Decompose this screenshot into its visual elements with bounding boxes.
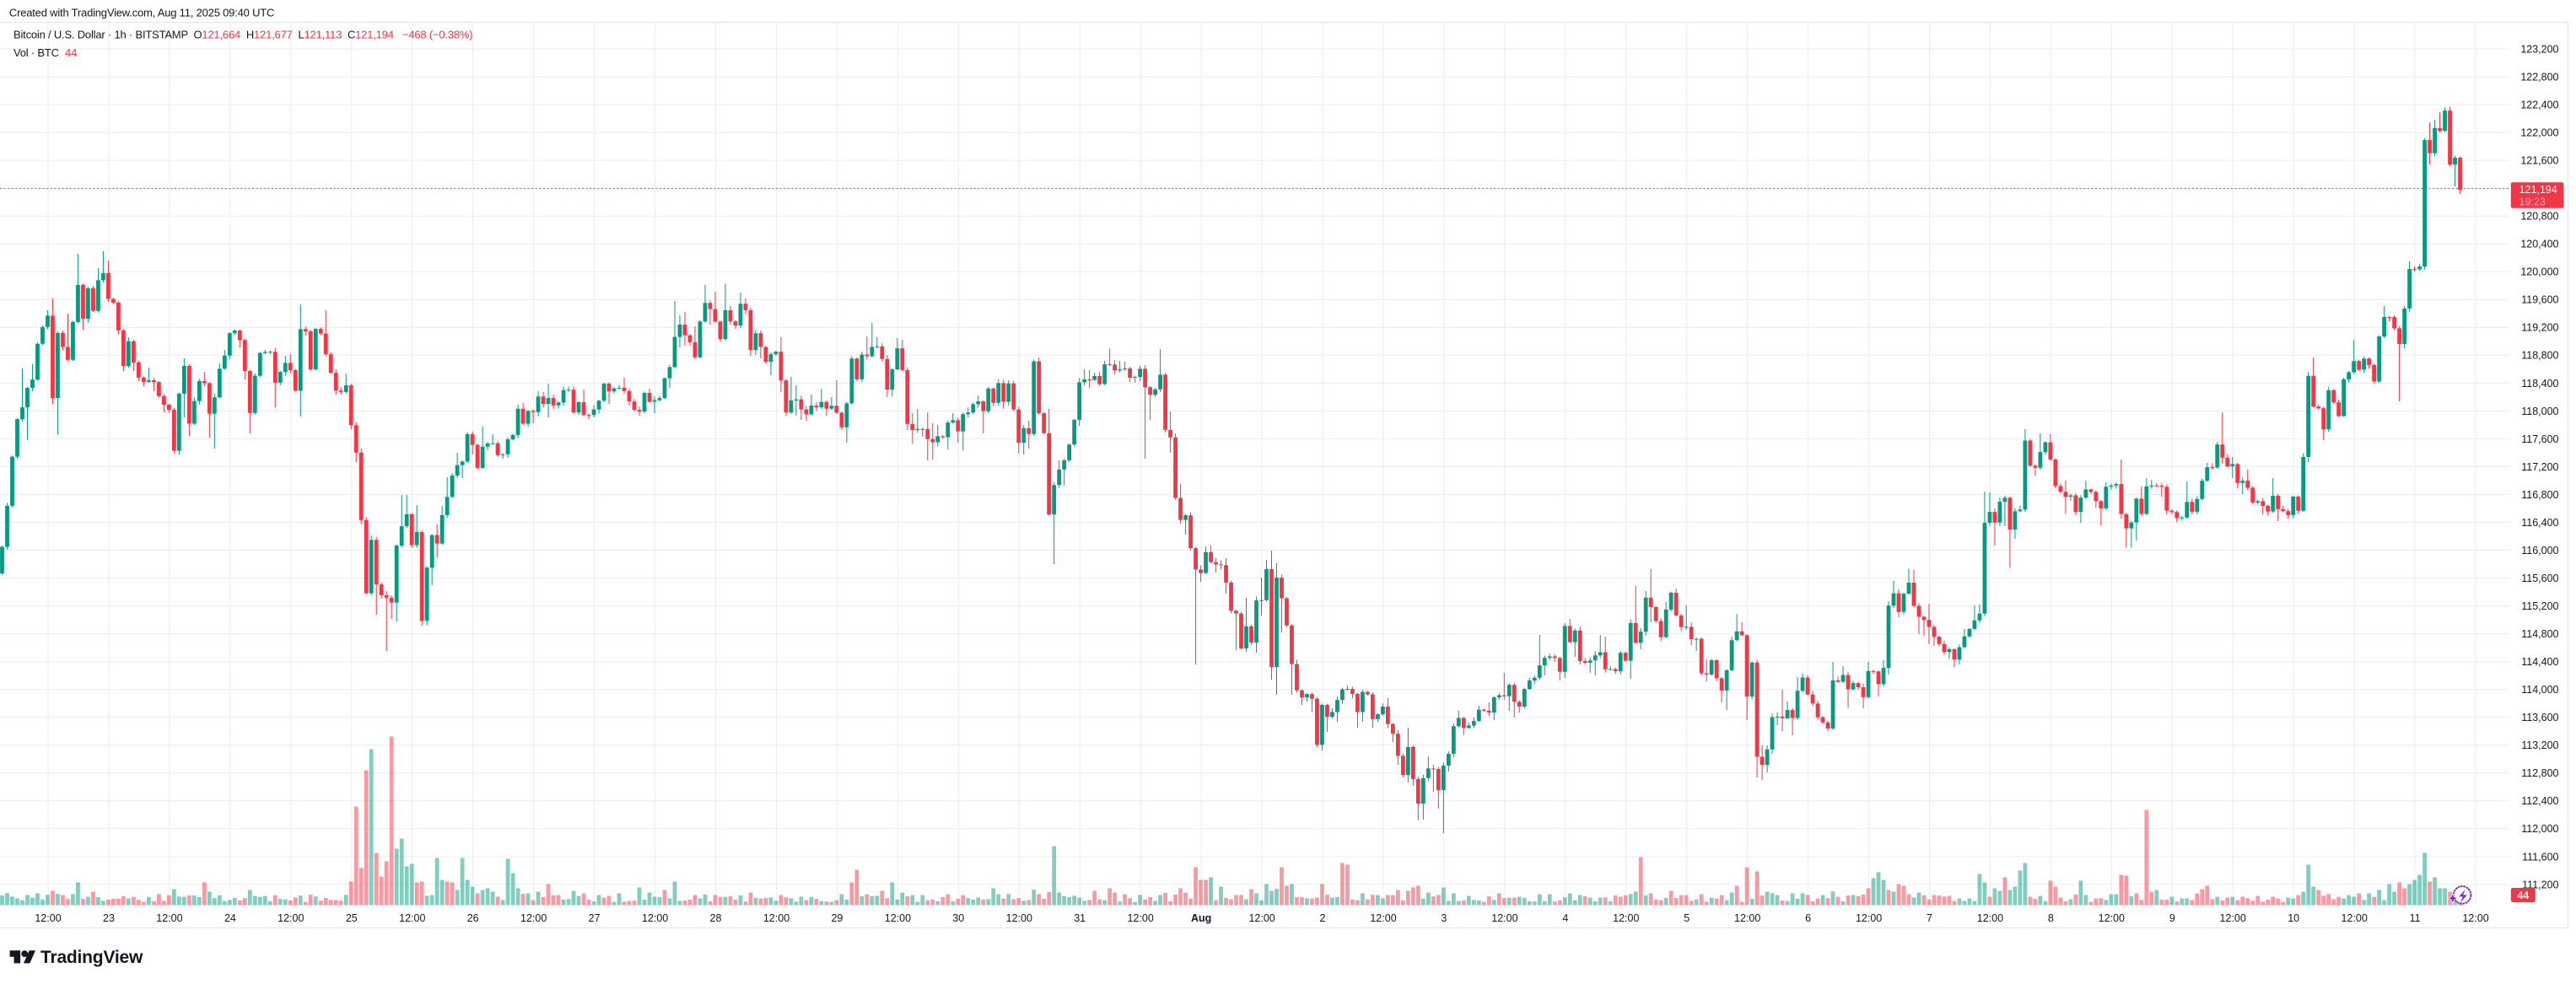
svg-text:115,200: 115,200 <box>2521 600 2558 612</box>
svg-text:3: 3 <box>1441 912 1447 924</box>
svg-text:2: 2 <box>1320 912 1326 924</box>
svg-text:12:00: 12:00 <box>2342 912 2368 924</box>
svg-text:122,400: 122,400 <box>2520 99 2558 111</box>
svg-text:12:00: 12:00 <box>885 912 911 924</box>
svg-text:12:00: 12:00 <box>156 912 182 924</box>
svg-text:Bitcoin / U.S. Dollar · 1h · B: Bitcoin / U.S. Dollar · 1h · BITSTAMP O1… <box>13 28 472 40</box>
svg-text:TradingView: TradingView <box>40 948 143 967</box>
svg-text:122,000: 122,000 <box>2520 127 2558 139</box>
svg-text:116,000: 116,000 <box>2521 545 2558 557</box>
svg-text:111,200: 111,200 <box>2522 879 2558 890</box>
svg-text:113,600: 113,600 <box>2521 712 2558 723</box>
svg-text:112,400: 112,400 <box>2521 795 2558 807</box>
svg-text:10: 10 <box>2288 912 2299 924</box>
svg-text:4: 4 <box>1562 912 1568 924</box>
svg-text:120,800: 120,800 <box>2520 211 2558 223</box>
svg-text:12:00: 12:00 <box>2462 912 2488 924</box>
svg-text:7: 7 <box>1927 912 1932 924</box>
svg-text:Created with TradingView.com,: Created with TradingView.com, Aug 11, 20… <box>9 7 274 19</box>
svg-text:12:00: 12:00 <box>2099 912 2125 924</box>
svg-text:12:00: 12:00 <box>1734 912 1760 924</box>
svg-text:112,800: 112,800 <box>2521 767 2558 779</box>
svg-text:12:00: 12:00 <box>642 912 668 924</box>
svg-text:19:23: 19:23 <box>2519 196 2546 208</box>
svg-text:118,800: 118,800 <box>2521 350 2558 362</box>
svg-text:121,600: 121,600 <box>2520 155 2558 167</box>
svg-text:44: 44 <box>2517 890 2529 901</box>
svg-text:26: 26 <box>467 912 479 924</box>
svg-text:116,400: 116,400 <box>2521 517 2558 529</box>
svg-text:Vol · BTC: Vol · BTC <box>13 46 59 59</box>
svg-text:12:00: 12:00 <box>1248 912 1275 924</box>
svg-text:12:00: 12:00 <box>763 912 790 924</box>
svg-text:122,800: 122,800 <box>2520 71 2558 83</box>
svg-text:116,800: 116,800 <box>2521 489 2558 501</box>
svg-text:121,194: 121,194 <box>2519 184 2557 196</box>
svg-text:119,600: 119,600 <box>2521 294 2558 306</box>
svg-text:27: 27 <box>589 912 601 924</box>
svg-text:30: 30 <box>952 912 964 924</box>
svg-text:12:00: 12:00 <box>2220 912 2246 924</box>
svg-text:117,200: 117,200 <box>2521 461 2558 473</box>
svg-text:112,000: 112,000 <box>2521 823 2558 835</box>
svg-text:118,400: 118,400 <box>2521 378 2558 390</box>
svg-text:114,800: 114,800 <box>2521 628 2558 640</box>
svg-text:117,600: 117,600 <box>2521 433 2558 445</box>
svg-text:120,400: 120,400 <box>2520 239 2558 250</box>
svg-text:12:00: 12:00 <box>1006 912 1032 924</box>
svg-text:119,200: 119,200 <box>2521 322 2558 334</box>
svg-text:12:00: 12:00 <box>35 912 61 924</box>
svg-text:5: 5 <box>1684 912 1689 924</box>
svg-text:11: 11 <box>2410 912 2421 924</box>
svg-text:111,600: 111,600 <box>2522 851 2558 863</box>
svg-text:31: 31 <box>1074 912 1086 924</box>
svg-text:29: 29 <box>831 912 843 924</box>
svg-text:118,000: 118,000 <box>2521 406 2558 417</box>
svg-text:12:00: 12:00 <box>1370 912 1396 924</box>
svg-text:113,200: 113,200 <box>2521 739 2558 751</box>
svg-text:9: 9 <box>2169 912 2175 924</box>
svg-text:12:00: 12:00 <box>1613 912 1639 924</box>
svg-text:12:00: 12:00 <box>399 912 425 924</box>
svg-text:12:00: 12:00 <box>278 912 304 924</box>
svg-text:24: 24 <box>224 912 236 924</box>
svg-text:114,400: 114,400 <box>2521 656 2558 668</box>
svg-text:12:00: 12:00 <box>1128 912 1154 924</box>
svg-text:28: 28 <box>710 912 722 924</box>
svg-text:12:00: 12:00 <box>1856 912 1882 924</box>
svg-text:12:00: 12:00 <box>1491 912 1517 924</box>
svg-text:12:00: 12:00 <box>520 912 547 924</box>
svg-text:6: 6 <box>1805 912 1811 924</box>
svg-text:123,200: 123,200 <box>2520 43 2558 55</box>
svg-text:8: 8 <box>2048 912 2054 924</box>
svg-text:12:00: 12:00 <box>1977 912 2003 924</box>
svg-text:115,600: 115,600 <box>2521 573 2558 584</box>
svg-text:44: 44 <box>65 46 77 59</box>
svg-text:25: 25 <box>346 912 358 924</box>
svg-text:23: 23 <box>103 912 115 924</box>
svg-text:120,000: 120,000 <box>2520 266 2558 278</box>
svg-text:Aug: Aug <box>1191 912 1211 924</box>
svg-text:114,000: 114,000 <box>2521 684 2558 696</box>
